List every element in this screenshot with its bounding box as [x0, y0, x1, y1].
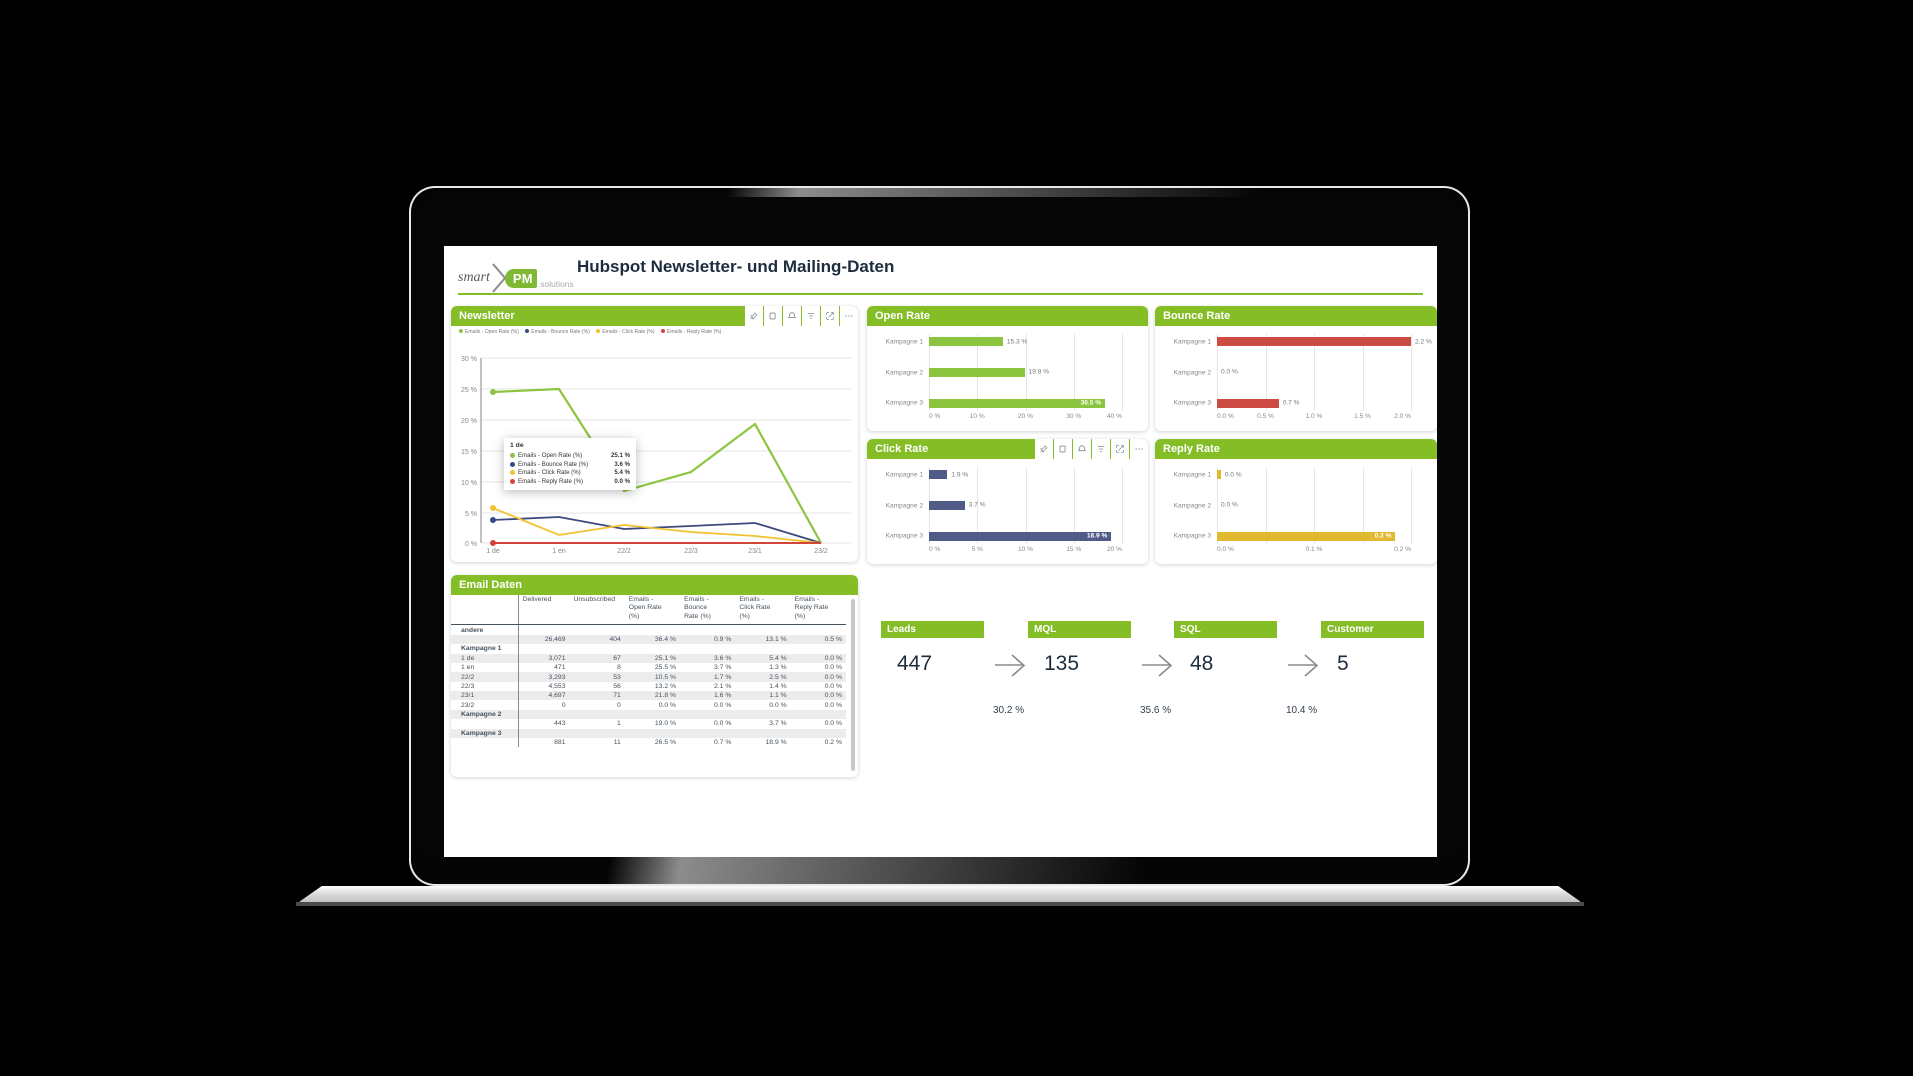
svg-text:10 %: 10 % [461, 480, 477, 487]
svg-text:22/2: 22/2 [617, 548, 631, 555]
svg-text:0 %: 0 % [465, 541, 477, 548]
svg-text:1 de: 1 de [486, 548, 500, 555]
svg-text:5 %: 5 % [465, 511, 477, 518]
svg-text:15 %: 15 % [461, 449, 477, 456]
svg-text:1 en: 1 en [552, 548, 566, 555]
svg-text:22/3: 22/3 [684, 548, 698, 555]
svg-text:23/2: 23/2 [814, 548, 828, 555]
svg-text:30 %: 30 % [461, 356, 477, 363]
svg-text:20 %: 20 % [461, 418, 477, 425]
svg-text:25 %: 25 % [461, 387, 477, 394]
svg-text:23/1: 23/1 [748, 548, 762, 555]
